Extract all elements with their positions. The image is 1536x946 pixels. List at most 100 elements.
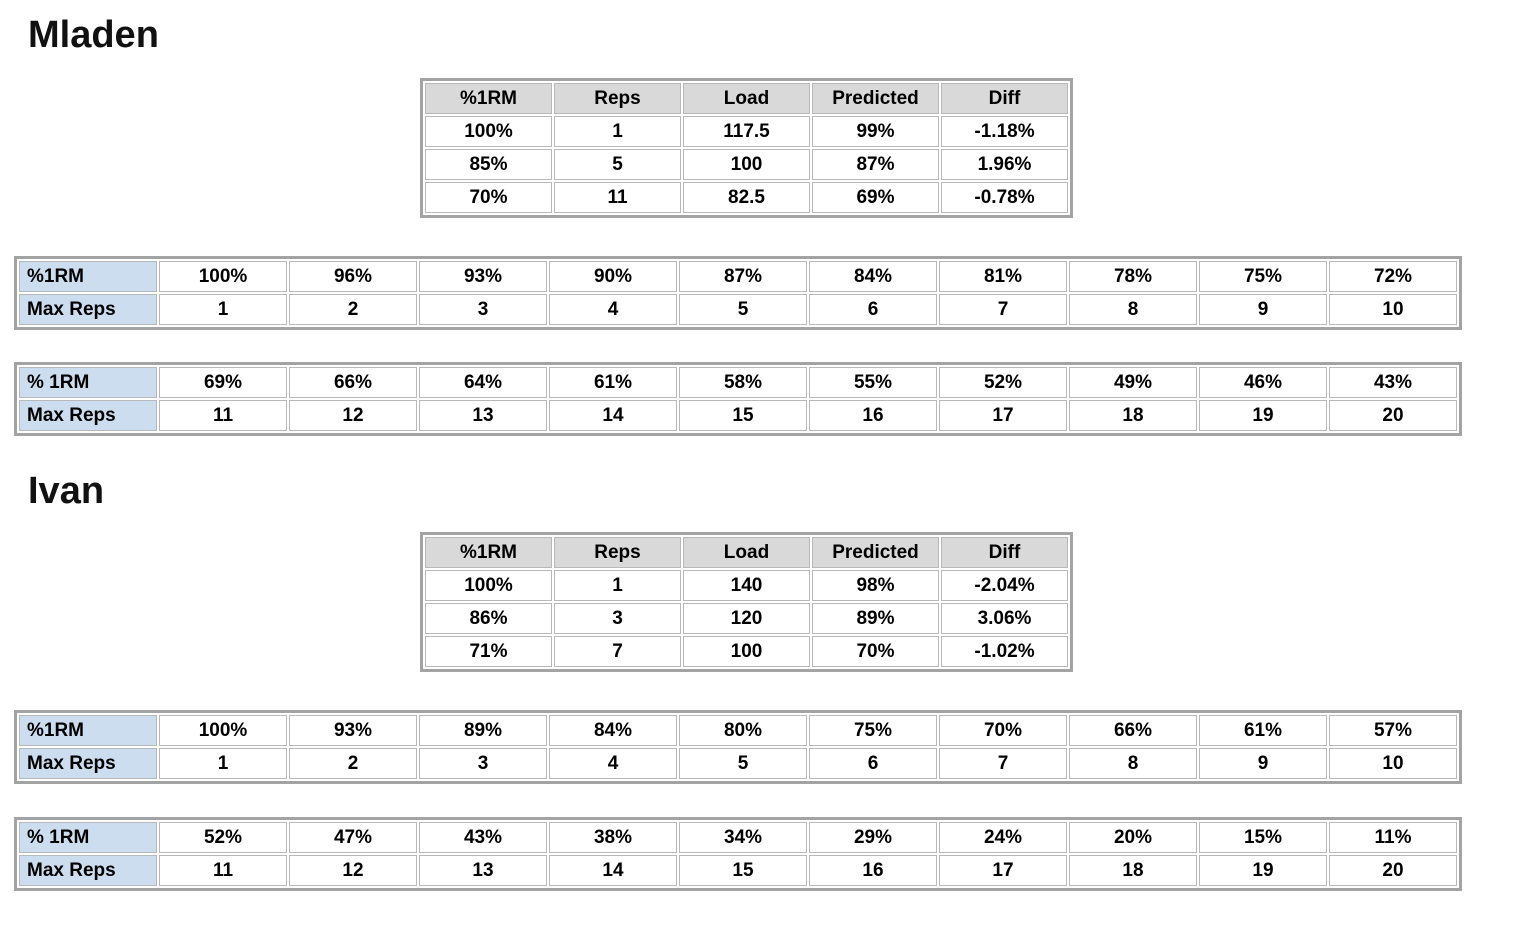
pct-cell: 70%: [939, 715, 1067, 746]
pct-cell: 64%: [419, 367, 547, 398]
pct-cell: 11%: [1329, 822, 1457, 853]
summary-header-cell: Predicted: [812, 537, 939, 568]
reps-cell: 17: [939, 400, 1067, 431]
reps-cell: 20: [1329, 855, 1457, 886]
pct-cell: 84%: [809, 261, 937, 292]
reps-cell: 8: [1069, 294, 1197, 325]
pct-cell: 29%: [809, 822, 937, 853]
summary-header-cell: %1RM: [425, 83, 552, 114]
pct-cell: 75%: [809, 715, 937, 746]
reps-cell: 4: [549, 294, 677, 325]
reps-cell: 14: [549, 855, 677, 886]
pct-cell: 55%: [809, 367, 937, 398]
table-row: Max Reps 11 12 13 14 15 16 17 18 19 20: [19, 400, 1457, 431]
summary-cell: 70%: [812, 636, 939, 667]
pct-cell: 24%: [939, 822, 1067, 853]
summary-cell: 7: [554, 636, 681, 667]
pct-cell: 80%: [679, 715, 807, 746]
reps-cell: 2: [289, 294, 417, 325]
reps-cell: 1: [159, 748, 287, 779]
table-row: 85% 5 100 87% 1.96%: [425, 149, 1068, 180]
reps-cell: 18: [1069, 400, 1197, 431]
reps-cell: 10: [1329, 748, 1457, 779]
summary-cell: 5: [554, 149, 681, 180]
reps-cell: 14: [549, 400, 677, 431]
pct-cell: 93%: [289, 715, 417, 746]
summary-cell: 3: [554, 603, 681, 634]
summary-cell: 140: [683, 570, 810, 601]
table-row: 86% 3 120 89% 3.06%: [425, 603, 1068, 634]
summary-cell: 100%: [425, 116, 552, 147]
summary-cell: 100: [683, 149, 810, 180]
reps-cell: 5: [679, 748, 807, 779]
reps-cell: 15: [679, 400, 807, 431]
section-title-mladen: Mladen: [28, 14, 159, 56]
table-row: Max Reps 1 2 3 4 5 6 7 8 9 10: [19, 294, 1457, 325]
pct-cell: 75%: [1199, 261, 1327, 292]
reps-cell: 12: [289, 400, 417, 431]
summary-cell: 117.5: [683, 116, 810, 147]
pct-cell: 58%: [679, 367, 807, 398]
pct-cell: 96%: [289, 261, 417, 292]
summary-cell: 100: [683, 636, 810, 667]
pct-cell: 81%: [939, 261, 1067, 292]
ivan-reps-1-10-table: %1RM 100% 93% 89% 84% 80% 75% 70% 66% 61…: [14, 710, 1462, 784]
summary-cell: 1: [554, 570, 681, 601]
reps-cell: 19: [1199, 855, 1327, 886]
pct-cell: 43%: [1329, 367, 1457, 398]
summary-cell: 87%: [812, 149, 939, 180]
reps-cell: 2: [289, 748, 417, 779]
reps-cell: 7: [939, 748, 1067, 779]
reps-cell: 9: [1199, 748, 1327, 779]
summary-cell: 71%: [425, 636, 552, 667]
reps-cell: 20: [1329, 400, 1457, 431]
summary-header-cell: Predicted: [812, 83, 939, 114]
pct-cell: 52%: [159, 822, 287, 853]
section-title-ivan: Ivan: [28, 470, 105, 512]
ivan-summary-table: %1RM Reps Load Predicted Diff 100% 1 140…: [420, 532, 1073, 672]
pct-cell: 15%: [1199, 822, 1327, 853]
summary-cell: 11: [554, 182, 681, 213]
summary-cell: 69%: [812, 182, 939, 213]
summary-cell: -1.18%: [941, 116, 1068, 147]
summary-cell: -0.78%: [941, 182, 1068, 213]
reps-cell: 11: [159, 855, 287, 886]
summary-cell: 100%: [425, 570, 552, 601]
summary-header-cell: Diff: [941, 83, 1068, 114]
summary-cell: 99%: [812, 116, 939, 147]
summary-cell: 1: [554, 116, 681, 147]
table-row: 71% 7 100 70% -1.02%: [425, 636, 1068, 667]
summary-header-cell: Reps: [554, 537, 681, 568]
reps-cell: 17: [939, 855, 1067, 886]
reps-cell: 12: [289, 855, 417, 886]
pct-cell: 90%: [549, 261, 677, 292]
ivan-reps-11-20-table: % 1RM 52% 47% 43% 38% 34% 29% 24% 20% 15…: [14, 817, 1462, 891]
summary-cell: 70%: [425, 182, 552, 213]
mladen-reps-1-10-table: %1RM 100% 96% 93% 90% 87% 84% 81% 78% 75…: [14, 256, 1462, 330]
summary-header-cell: Load: [683, 83, 810, 114]
pct-cell: 34%: [679, 822, 807, 853]
reps-cell: 3: [419, 748, 547, 779]
pct-cell: 61%: [549, 367, 677, 398]
table-row: % 1RM 69% 66% 64% 61% 58% 55% 52% 49% 46…: [19, 367, 1457, 398]
summary-cell: -2.04%: [941, 570, 1068, 601]
pct-cell: 100%: [159, 715, 287, 746]
reps-cell: 1: [159, 294, 287, 325]
summary-cell: 98%: [812, 570, 939, 601]
pct-cell: 69%: [159, 367, 287, 398]
summary-cell: 120: [683, 603, 810, 634]
pct-cell: 47%: [289, 822, 417, 853]
reps-row-label: Max Reps: [19, 748, 157, 779]
reps-cell: 13: [419, 400, 547, 431]
table-row: 100% 1 117.5 99% -1.18%: [425, 116, 1068, 147]
pct-cell: 43%: [419, 822, 547, 853]
table-row: %1RM Reps Load Predicted Diff: [425, 537, 1068, 568]
table-row: %1RM Reps Load Predicted Diff: [425, 83, 1068, 114]
pct-row-label: % 1RM: [19, 367, 157, 398]
reps-cell: 5: [679, 294, 807, 325]
reps-cell: 16: [809, 400, 937, 431]
pct-cell: 49%: [1069, 367, 1197, 398]
pct-cell: 66%: [1069, 715, 1197, 746]
reps-cell: 18: [1069, 855, 1197, 886]
mladen-reps-11-20-table: % 1RM 69% 66% 64% 61% 58% 55% 52% 49% 46…: [14, 362, 1462, 436]
